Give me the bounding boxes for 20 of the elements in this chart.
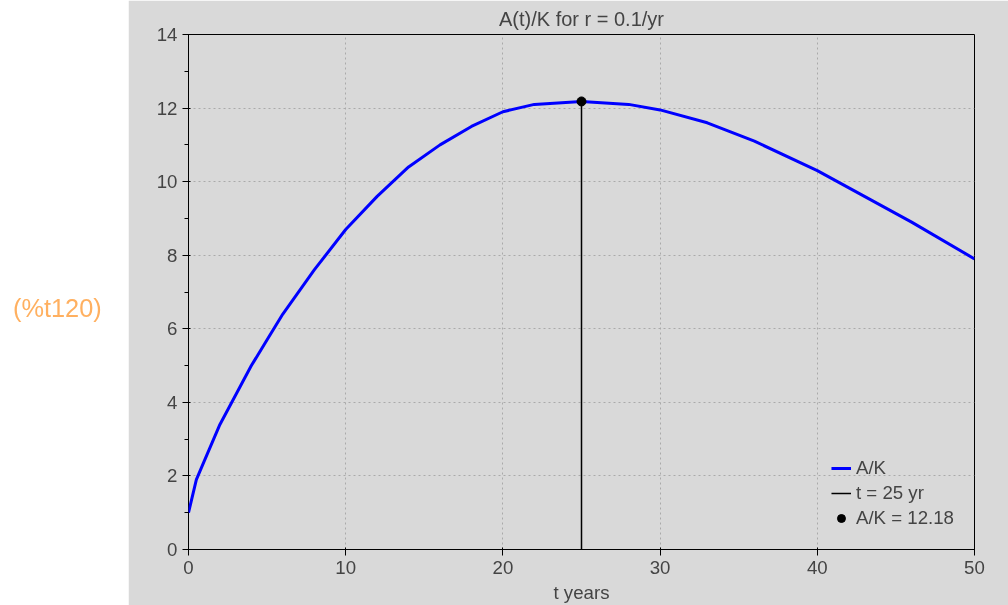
x-tick-label: 50 xyxy=(964,556,985,578)
legend-label: A/K xyxy=(855,457,887,479)
y-tick-label: 0 xyxy=(167,539,178,560)
text: (%t120) xyxy=(13,293,102,324)
y-tick-label: 10 xyxy=(156,171,178,193)
y-tick-label: 2 xyxy=(167,465,178,487)
y-tick-label: 6 xyxy=(167,318,178,340)
y-tick-label: 14 xyxy=(156,24,178,45)
y-tick-label: 8 xyxy=(167,244,178,266)
x-axis-title: t years xyxy=(553,581,610,603)
x-tick-label: 20 xyxy=(492,556,514,578)
x-tick-label: 30 xyxy=(649,556,671,578)
legend-label: A/K = 12.18 xyxy=(855,507,954,529)
y-tick-label: 4 xyxy=(167,391,178,413)
x-tick-label: 40 xyxy=(806,556,828,578)
x-tick-label: 10 xyxy=(335,556,357,578)
legend-label: t = 25 yr xyxy=(855,482,924,504)
x-tick-label: 0 xyxy=(183,556,194,578)
y-tick-label: 12 xyxy=(156,97,178,119)
chart-title: A(t)/K for r = 0.1/yr xyxy=(498,7,665,30)
